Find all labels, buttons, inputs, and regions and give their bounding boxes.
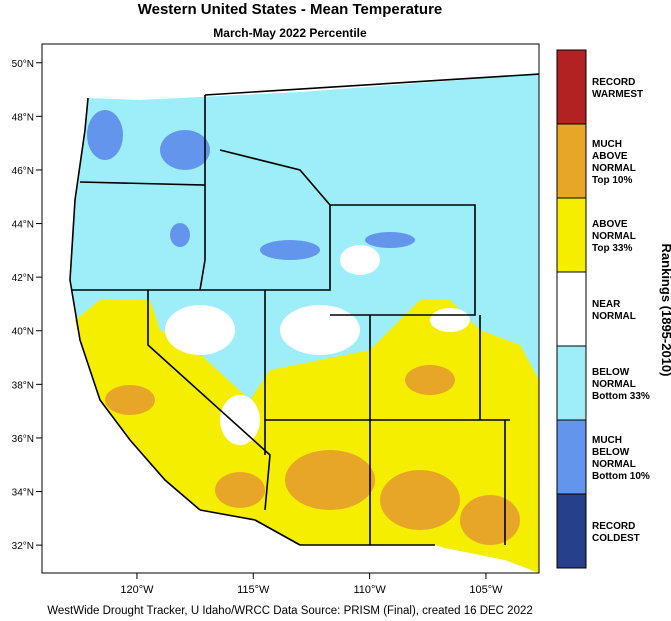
legend-label: ABOVE	[592, 151, 628, 162]
legend-label: MUCH	[592, 139, 622, 150]
lat-tick-label: 36°N	[12, 434, 34, 445]
legend-swatch	[556, 493, 587, 569]
lat-tick-label: 32°N	[12, 541, 34, 552]
legend-label: RECORD	[592, 521, 635, 532]
much-above-patches	[105, 365, 520, 545]
legend-swatch	[556, 419, 587, 495]
lat-tick-label: 40°N	[12, 327, 34, 338]
title: Western United States - Mean Temperature	[138, 1, 443, 18]
legend-title: Rankings (1895-2010)	[659, 244, 671, 377]
legend-label: MUCH	[592, 435, 622, 446]
legend-swatch	[556, 123, 587, 199]
map-frame	[41, 43, 540, 574]
legend-label: Top 10%	[592, 175, 632, 186]
map	[41, 43, 540, 574]
lon-tick-label: 115°W	[237, 584, 270, 596]
legend-label: RECORD	[592, 77, 635, 88]
legend-label: NORMAL	[592, 311, 636, 322]
legend-label: NORMAL	[592, 231, 636, 242]
legend-swatch	[556, 345, 587, 421]
near-normal-patches	[165, 245, 470, 445]
state-borders	[69, 73, 539, 546]
legend-label: NORMAL	[592, 459, 636, 470]
lon-tick-label: 120°W	[120, 584, 154, 596]
legend-label: COLDEST	[592, 533, 640, 544]
legend-label: ABOVE	[592, 219, 628, 230]
legend-label: Bottom 33%	[592, 391, 650, 402]
much-below-patches	[87, 110, 415, 260]
lon-tick-label: 110°W	[353, 584, 386, 596]
lat-tick-label: 42°N	[12, 273, 34, 284]
legend-swatch	[556, 49, 587, 125]
legend-swatch	[556, 197, 587, 273]
legend-label: BELOW	[592, 367, 630, 378]
legend-label: WARMEST	[592, 89, 643, 100]
lat-tick-label: 34°N	[12, 488, 34, 499]
legend-label: BELOW	[592, 447, 630, 458]
legend-label: Top 33%	[592, 243, 632, 254]
lat-tick-label: 46°N	[12, 166, 34, 177]
lon-tick-label: 105°W	[469, 584, 503, 596]
subtitle: March-May 2022 Percentile	[213, 26, 367, 40]
legend-label: NORMAL	[592, 379, 636, 390]
lat-tick-label: 48°N	[12, 112, 34, 123]
footer: WestWide Drought Tracker, U Idaho/WRCC D…	[47, 605, 533, 617]
legend-label: NEAR	[592, 299, 621, 310]
lat-tick-label: 44°N	[12, 220, 34, 231]
lat-tick-label: 38°N	[12, 380, 34, 391]
lat-tick-label: 50°N	[12, 59, 34, 70]
legend-label: Bottom 10%	[592, 471, 650, 482]
legend-swatch	[556, 271, 587, 347]
legend-label: NORMAL	[592, 163, 636, 174]
